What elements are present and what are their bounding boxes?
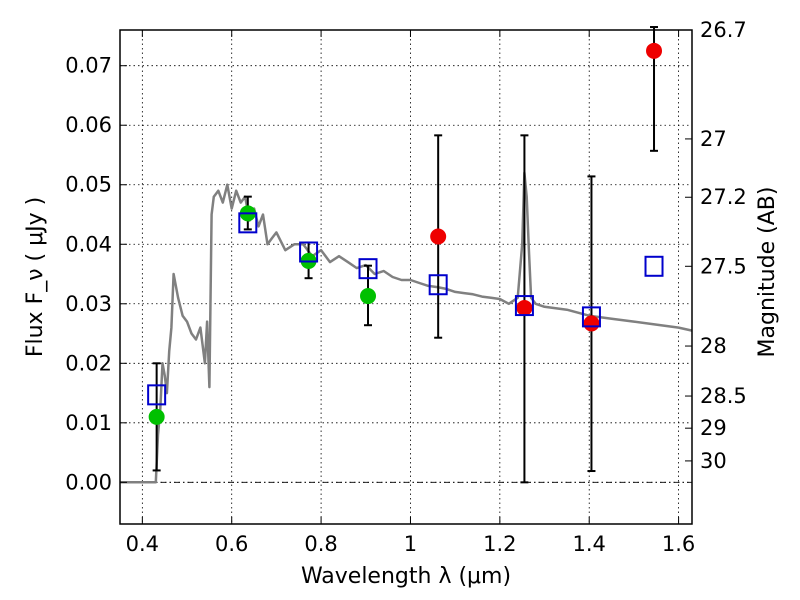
x-tick-label: 0.8: [304, 532, 337, 556]
right-tick-label: 26.7: [700, 18, 747, 42]
right-tick-label: 29: [700, 416, 727, 440]
y-tick-label: 0.02: [65, 351, 112, 375]
right-tick-label: 27: [700, 127, 727, 151]
data-point-square: [581, 306, 601, 328]
data-point-square: [428, 274, 448, 296]
y-tick-label: 0.06: [65, 113, 112, 137]
y-axis-title: Flux F_ν ( μJy ): [23, 197, 48, 357]
model-spectrum-line: [120, 171, 693, 484]
error-bars: [152, 26, 659, 484]
data-point-circle: [646, 42, 663, 59]
y-tick-label: 0.03: [65, 292, 112, 316]
data-point-circle: [430, 228, 447, 245]
x-tick-label: 1: [404, 532, 417, 556]
right-tick-label: 28: [700, 334, 727, 358]
data-point-square: [644, 255, 664, 277]
y-tick-label: 0.00: [65, 470, 112, 494]
data-point-circle: [516, 299, 533, 316]
x-tick-label: 1.4: [573, 532, 606, 556]
right-tick-label: 27.5: [700, 254, 747, 278]
x-tick-label: 0.4: [126, 532, 159, 556]
data-point-square: [514, 295, 534, 317]
data-point-square: [358, 258, 378, 280]
data-point-square: [238, 212, 258, 234]
right-tick-label: 28.5: [700, 384, 747, 408]
data-point-square: [147, 384, 167, 406]
right-tick-label: 30: [700, 449, 727, 473]
plot-frame: [119, 29, 693, 525]
y-tick-label: 0.04: [65, 232, 112, 256]
x-axis-title: Wavelength λ (μm): [301, 564, 511, 589]
data-markers: [147, 42, 664, 425]
axis-ticks: 0.4 0.6 0.8 1 1.2 1.4 1.6 0.00 0.01 0.02 0.03 0.04 0…: [65, 18, 747, 556]
y-axis-right-title: Magnitude (AB): [755, 187, 780, 358]
x-tick-label: 1.6: [662, 532, 695, 556]
y-tick-label: 0.01: [65, 411, 112, 435]
data-point-circle: [360, 288, 377, 305]
grid-lines: [120, 30, 692, 524]
x-tick-label: 0.6: [215, 532, 248, 556]
data-point-circle: [583, 315, 600, 332]
x-tick-label: 1.2: [483, 532, 516, 556]
y-tick-label: 0.05: [65, 173, 112, 197]
data-point-square: [299, 241, 319, 263]
y-tick-label: 0.07: [65, 54, 112, 78]
right-tick-label: 27.2: [700, 185, 747, 209]
data-point-circle: [148, 408, 165, 425]
